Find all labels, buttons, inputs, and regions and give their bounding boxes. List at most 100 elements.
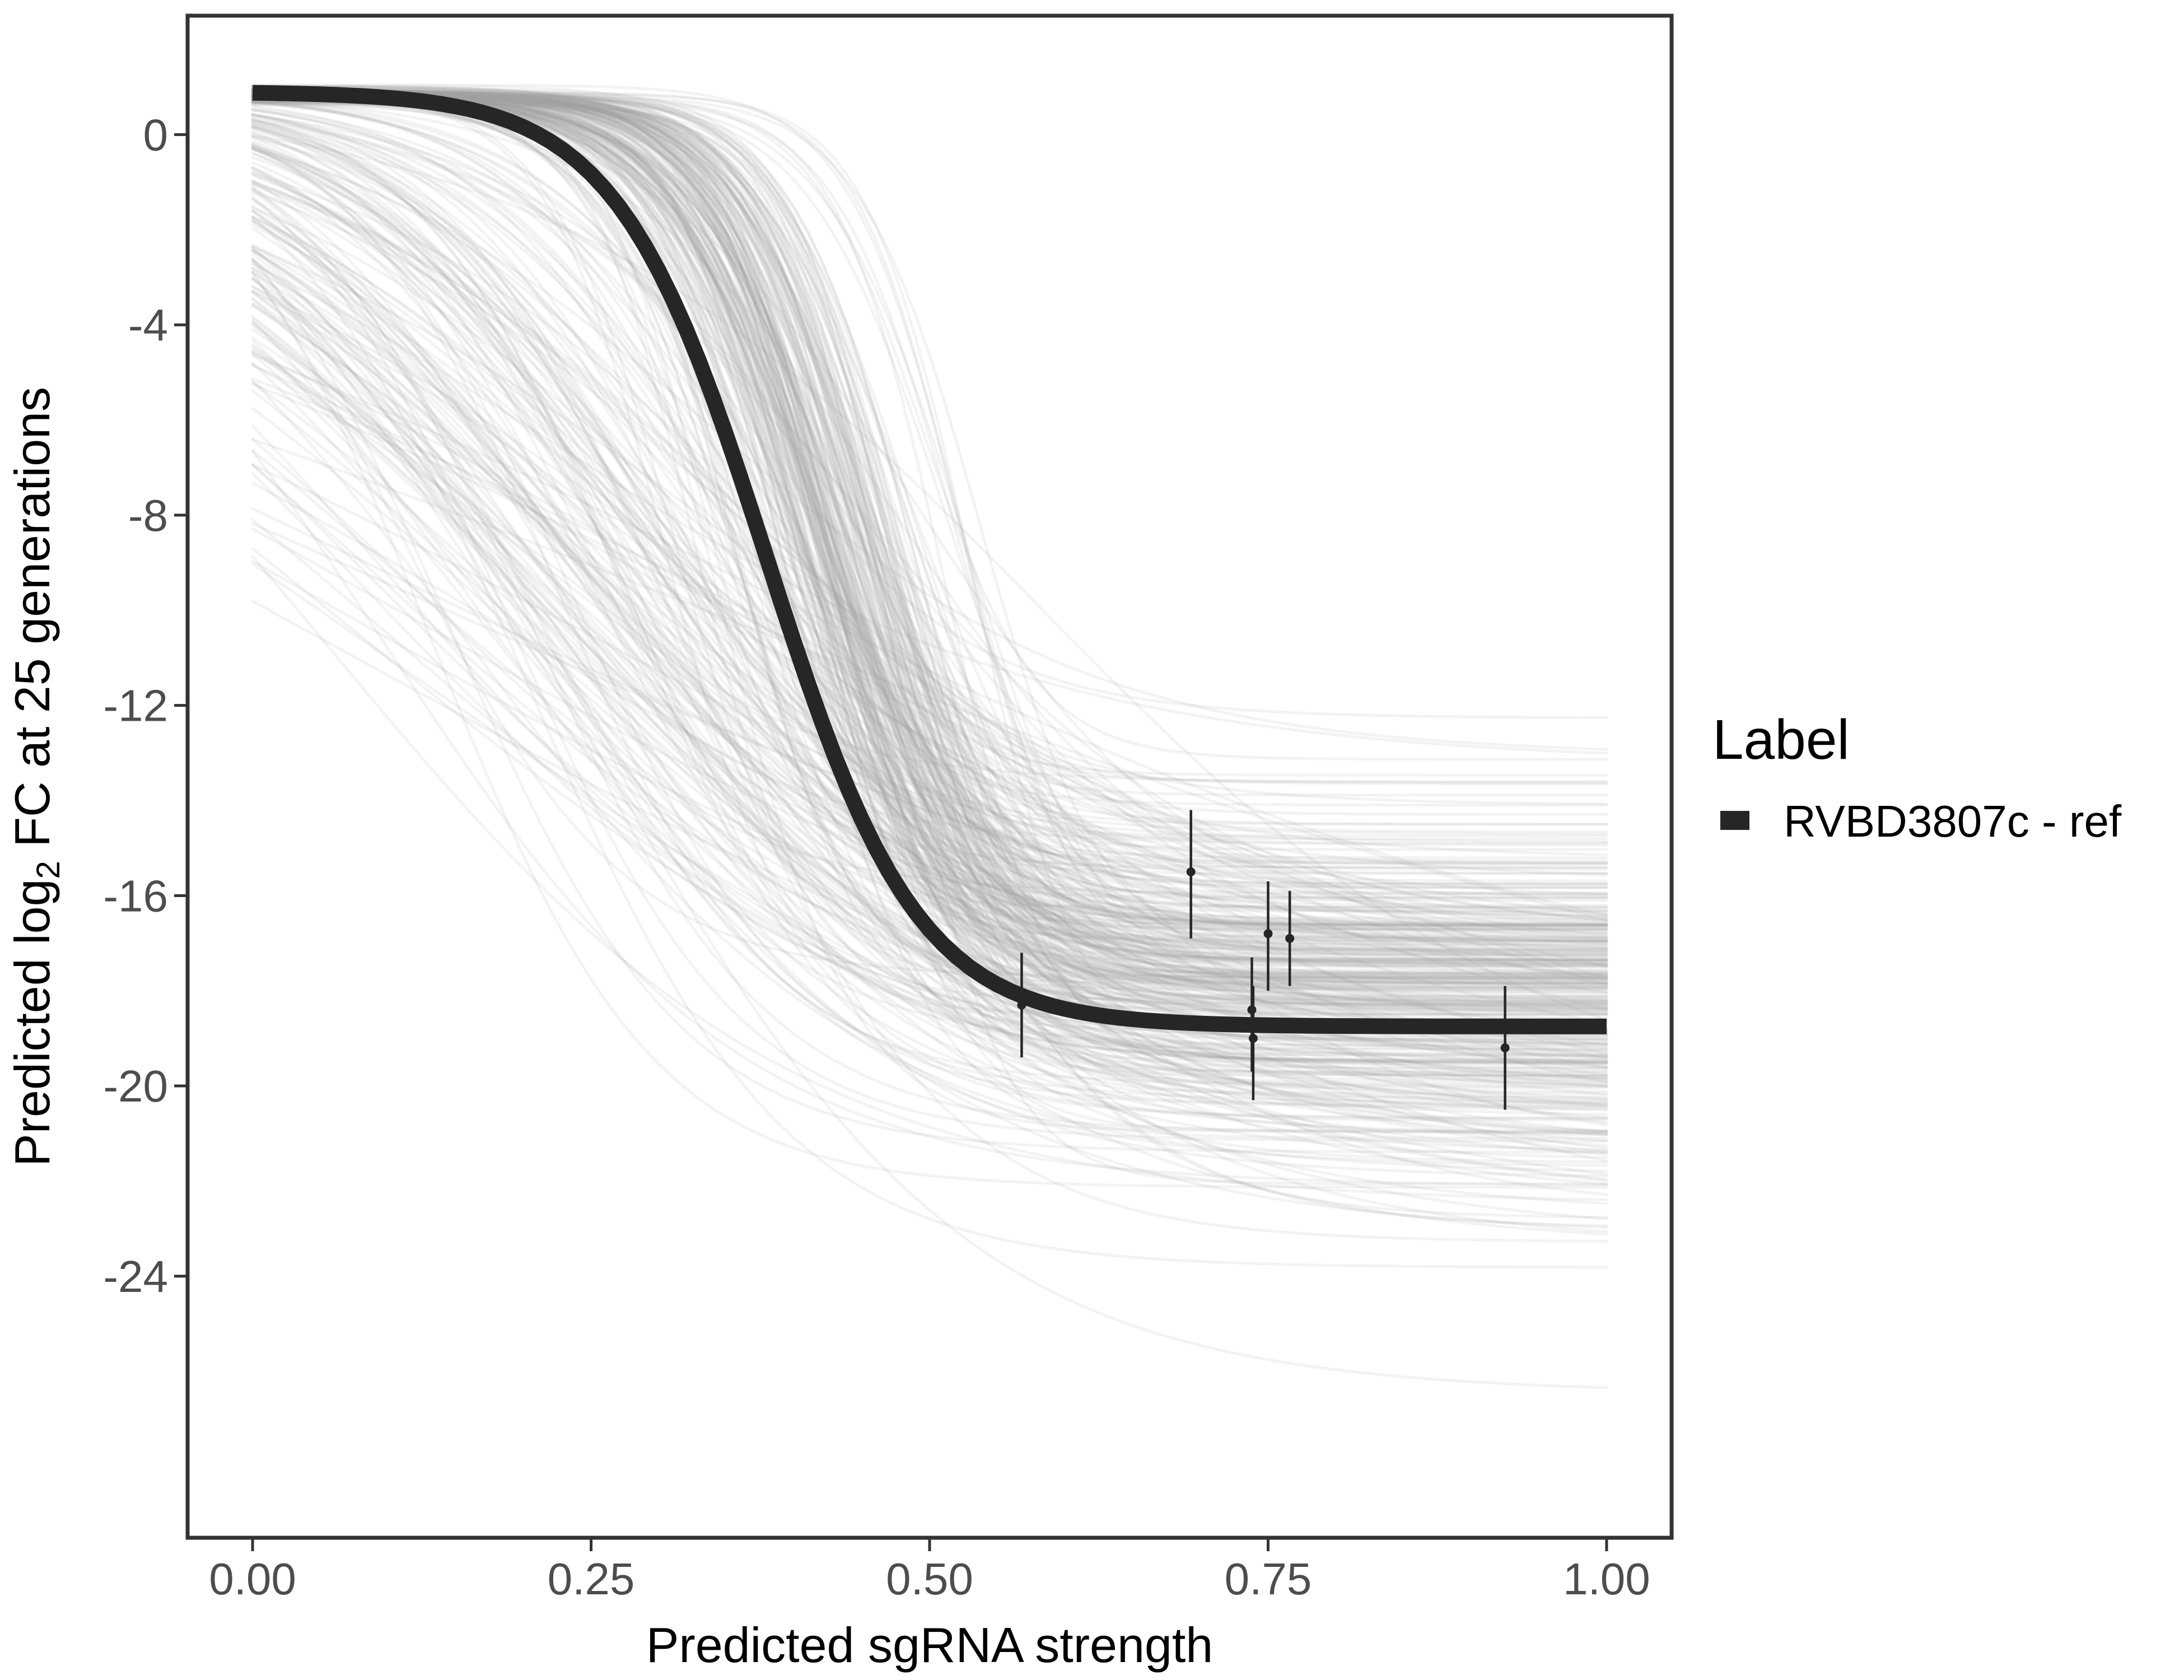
posterior-draw-line (251, 143, 1608, 1086)
posterior-draw-line (251, 95, 1608, 1219)
posterior-draw-line (251, 96, 1608, 1007)
posterior-draw-line (251, 93, 1608, 962)
y-axis-title: Predicted log2 FC at 25 generations (4, 387, 67, 1166)
point-marker (1285, 934, 1295, 943)
posterior-draw-line (251, 91, 1608, 978)
posterior-draw-line (251, 245, 1608, 987)
posterior-draw-line (251, 186, 1608, 1135)
plot-panel-border (185, 13, 1674, 1540)
posterior-draw-line (251, 118, 1608, 942)
posterior-draw-line (251, 113, 1608, 1078)
posterior-draw-line (251, 122, 1608, 1133)
posterior-draw-line (251, 244, 1608, 1058)
y-axis: 0 -4 -8 -12 -16 -20 -24 (103, 110, 186, 1301)
data-point (1248, 986, 1258, 1100)
posterior-draw-line (251, 348, 1608, 1133)
posterior-draw-line (251, 96, 1608, 919)
posterior-draw-line (251, 140, 1608, 836)
posterior-draw-line (251, 94, 1608, 1016)
posterior-draw-line (251, 94, 1608, 1095)
posterior-draw-line (251, 438, 1608, 922)
posterior-draw-line (251, 223, 1608, 896)
point-marker (1186, 867, 1196, 876)
posterior-draw-line (251, 284, 1608, 1133)
posterior-draw-line (251, 97, 1608, 939)
posterior-draw-line (251, 90, 1608, 1010)
posterior-draw-line (251, 363, 1608, 1011)
posterior-draw-line (251, 94, 1608, 1042)
posterior-draw-line (251, 328, 1608, 1069)
posterior-draw-line (251, 92, 1608, 1076)
posterior-draw-line (251, 267, 1608, 1051)
posterior-draw-line (251, 94, 1608, 975)
posterior-draw-line (251, 527, 1608, 1036)
posterior-draw-line (251, 113, 1608, 1164)
posterior-draw-line (251, 95, 1608, 1132)
y-axis-title-subscript: 2 (30, 861, 67, 879)
posterior-draw-line (251, 181, 1608, 940)
posterior-draw-line (251, 338, 1608, 1101)
posterior-draw-line (251, 100, 1608, 917)
posterior-draws (251, 83, 1608, 1389)
y-tick-label: -20 (103, 1061, 168, 1111)
point-marker (1500, 1043, 1510, 1053)
posterior-draw-line (251, 122, 1608, 1243)
posterior-draw-line (251, 97, 1608, 988)
posterior-draw-line (251, 92, 1608, 886)
posterior-draw-line (251, 98, 1608, 1047)
posterior-draw-line (251, 100, 1608, 1040)
posterior-draw-line (251, 146, 1608, 935)
posterior-draw-line (251, 351, 1608, 1077)
posterior-draw-line (251, 119, 1608, 1127)
posterior-draw-line (251, 95, 1608, 983)
posterior-draw-line (251, 94, 1608, 1001)
posterior-draw-line (251, 92, 1608, 1042)
posterior-draw-line (251, 258, 1608, 1178)
posterior-draw-line (251, 94, 1608, 1057)
posterior-draw-line (251, 315, 1608, 1022)
posterior-draw-line (251, 94, 1608, 927)
posterior-draw-line (251, 563, 1608, 1176)
posterior-draw-line (251, 290, 1608, 1084)
posterior-draw-line (251, 91, 1608, 952)
posterior-draw-line (251, 89, 1608, 1038)
posterior-draw-line (251, 114, 1608, 977)
posterior-draw-line (251, 303, 1608, 1221)
posterior-draw-line (251, 88, 1608, 909)
posterior-draw-line (251, 171, 1608, 1047)
posterior-draw-line (251, 286, 1608, 1025)
posterior-draw-line (251, 94, 1608, 927)
posterior-draw-line (251, 89, 1608, 875)
posterior-draw-line (251, 95, 1608, 1061)
posterior-draw-line (251, 100, 1608, 1228)
posterior-draw-line (251, 108, 1608, 1046)
posterior-draw-line (251, 161, 1608, 918)
posterior-draw-line (251, 94, 1608, 973)
posterior-draw-line (251, 88, 1608, 990)
posterior-draw-line (251, 91, 1608, 797)
posterior-draw-line (251, 95, 1608, 786)
posterior-draw-line (251, 94, 1608, 965)
posterior-draw-line (251, 91, 1608, 963)
posterior-draw-line (251, 518, 1608, 1156)
posterior-draw-line (251, 96, 1608, 967)
posterior-draw-line (251, 277, 1608, 1112)
posterior-draw-line (251, 190, 1608, 922)
posterior-draw-line (251, 91, 1608, 984)
posterior-draw-line (251, 322, 1608, 949)
legend-label: RVBD3807c - ref (1784, 796, 2122, 846)
posterior-draw-line (251, 122, 1608, 914)
posterior-draw-line (251, 179, 1608, 1065)
point-marker (1248, 1034, 1258, 1043)
posterior-draw-line (251, 256, 1608, 1154)
posterior-draw-line (251, 472, 1608, 1080)
posterior-draw-line (251, 220, 1608, 912)
posterior-draw-line (251, 92, 1608, 962)
x-tick-label: 0.00 (209, 1554, 296, 1604)
posterior-draw-line (251, 125, 1608, 1088)
posterior-draw-line (251, 132, 1608, 1110)
posterior-draw-line (251, 85, 1608, 936)
posterior-draw-line (251, 89, 1608, 1093)
posterior-draw-line (251, 146, 1608, 1108)
posterior-draw-line (251, 248, 1608, 1059)
